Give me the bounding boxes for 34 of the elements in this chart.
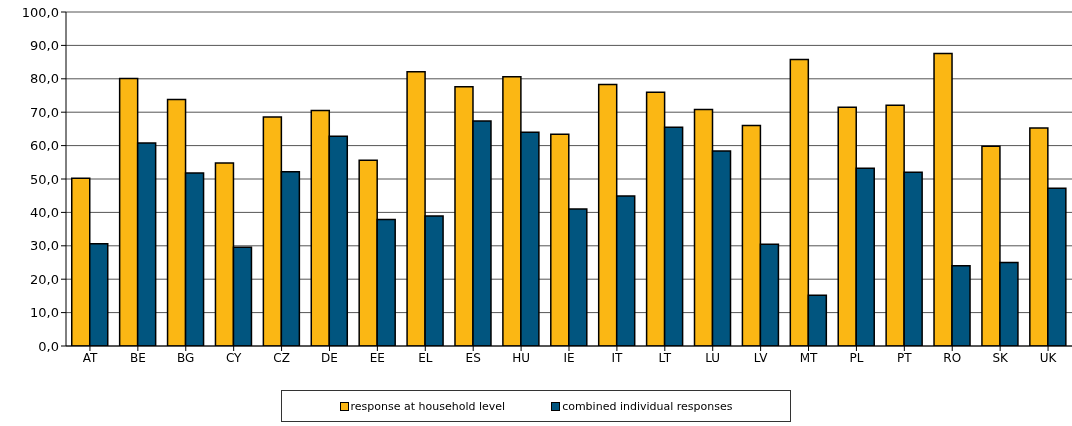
y-tick-label: 0,0 xyxy=(38,338,59,354)
x-tick-label: BG xyxy=(177,350,195,365)
x-tick-label: HU xyxy=(512,350,530,365)
x-tick-label: UK xyxy=(1039,350,1058,365)
x-tick-label: DE xyxy=(321,350,338,365)
y-tick-label: 100,0 xyxy=(21,4,59,20)
x-tick-label: CZ xyxy=(273,350,290,365)
x-tick-label: EL xyxy=(418,350,433,365)
y-tick-label: 90,0 xyxy=(30,38,59,54)
x-tick-label: LU xyxy=(705,350,721,365)
x-tick-label: PT xyxy=(897,350,913,365)
x-tick-label: ES xyxy=(465,350,481,365)
y-tick-label: 20,0 xyxy=(30,271,59,287)
legend-label: combined individual responses xyxy=(561,399,733,413)
y-tick-label: 40,0 xyxy=(30,205,59,221)
y-tick-label: 80,0 xyxy=(30,71,59,87)
x-tick-label: LV xyxy=(753,350,769,365)
y-tick-label: 10,0 xyxy=(30,305,59,321)
x-tick-label: PL xyxy=(849,350,864,365)
x-tick-label: SK xyxy=(992,350,1010,365)
x-tick-label: RO xyxy=(943,350,962,365)
x-tick-label: IE xyxy=(563,350,575,365)
x-tick-label: BE xyxy=(129,350,146,365)
x-tick-label: MT xyxy=(799,350,819,365)
x-tick-label: EE xyxy=(369,350,385,365)
y-tick-label: 50,0 xyxy=(30,171,59,187)
y-tick-label: 60,0 xyxy=(30,138,59,154)
x-tick-label: AT xyxy=(82,350,98,365)
legend-label: response at household level xyxy=(349,399,506,413)
x-tick-label: CY xyxy=(225,350,243,365)
x-tick-label: IT xyxy=(611,350,624,365)
x-tick-label: LT xyxy=(658,350,672,365)
y-tick-label: 70,0 xyxy=(30,104,59,120)
y-tick-label: 30,0 xyxy=(30,238,59,254)
